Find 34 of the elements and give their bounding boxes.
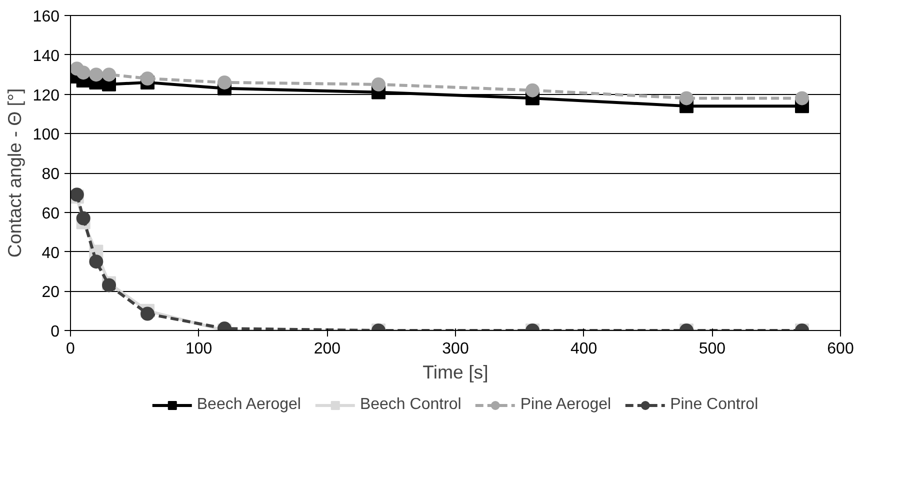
x-axis-title: Time [s] — [422, 362, 488, 382]
x-tick-label: 600 — [827, 340, 854, 358]
y-tick-label: 80 — [42, 166, 60, 183]
y-tick-label: 100 — [32, 126, 60, 144]
y-tick-label: 40 — [42, 244, 60, 262]
point — [76, 211, 90, 226]
x-tick-label: 100 — [185, 340, 212, 358]
x-tick-label: 300 — [442, 340, 469, 358]
point — [102, 68, 116, 82]
y-tick-label: 160 — [32, 8, 60, 26]
point — [795, 91, 809, 106]
point — [526, 83, 540, 98]
point — [680, 91, 694, 106]
point — [76, 66, 90, 80]
x-tick-label: 400 — [570, 340, 598, 358]
x-tick-label: 500 — [698, 340, 726, 358]
legend-label: Pine Control — [670, 396, 758, 414]
x-tick-label: 200 — [314, 340, 341, 358]
point — [89, 254, 104, 269]
y-tick-label: 0 — [50, 324, 60, 340]
point — [218, 75, 232, 90]
x-tick-label: 0 — [66, 340, 76, 358]
legend-label: Beech Aerogel — [196, 396, 301, 414]
point — [140, 306, 154, 321]
point — [89, 68, 104, 82]
point — [140, 72, 154, 86]
y-tick-label: 20 — [42, 284, 60, 302]
y-tick-label: 120 — [32, 87, 60, 104]
y-axis-title: Contact angle - Θ [°] — [4, 88, 25, 258]
legend-label: Beech Control — [360, 396, 462, 414]
legend-label: Pine Aerogel — [520, 396, 612, 414]
y-tick-label: 140 — [32, 48, 60, 65]
point — [372, 77, 386, 92]
y-tick-label: 60 — [42, 205, 60, 222]
